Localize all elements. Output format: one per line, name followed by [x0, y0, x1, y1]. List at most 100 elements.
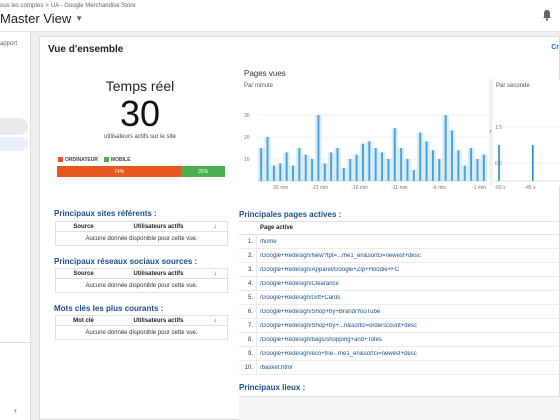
active-page-link[interactable]: /Google+Redesign/Clearance — [260, 280, 339, 287]
per-minute-bar — [425, 141, 428, 181]
sidebar-report-label[interactable]: apport — [0, 41, 18, 47]
per-minute-bar — [419, 132, 422, 181]
active-page-link[interactable]: /basket.html — [260, 364, 293, 371]
col-active-users[interactable]: Utilisateurs actifs — [133, 317, 184, 324]
sidebar-divider — [0, 342, 31, 343]
row-index: 9. — [239, 347, 257, 360]
row-index: 2. — [239, 249, 257, 262]
sort-arrow-icon[interactable]: ↓ — [213, 317, 217, 324]
active-page-link[interactable]: /Google+Redesign/Shop+by+Brand/YouTube — [260, 308, 381, 315]
panel-splitter[interactable] — [489, 79, 493, 186]
col-active-users[interactable]: Utilisateurs actifs — [133, 223, 184, 230]
active-users-count: 30 — [119, 93, 161, 134]
per-minute-bar — [463, 165, 466, 181]
per-minute-bar — [431, 150, 434, 181]
keywords-title: Mots clés les plus courants : — [54, 304, 164, 313]
view-selector[interactable]: Master View ▼ — [0, 11, 83, 26]
col-active-page[interactable]: Page active — [260, 225, 294, 231]
row-index: 5. — [239, 291, 257, 304]
pageviews-chart: Par minute 10 20 30 -26 min -21 min -16 min -11… — [244, 79, 560, 196]
per-minute-bar — [381, 152, 383, 181]
active-page-link[interactable]: /Google+Redesign/éco+frie...me1_en&sortc… — [260, 350, 417, 357]
sidebar-item-selected[interactable] — [0, 137, 28, 151]
active-page-link[interactable]: /Google+Redesign/Apparel/Google+Zip+Hood… — [260, 266, 400, 273]
table-row: 5./Google+Redesign/Gift+Cards — [239, 291, 560, 305]
row-index: 6. — [239, 305, 257, 318]
active-page-link[interactable]: /Google+Redesign/Gift+Cards — [260, 294, 341, 301]
per-minute-bar — [272, 165, 275, 181]
referrers-empty: Aucune donnée disponible pour cette vue. — [85, 235, 198, 242]
table-row: 6./Google+Redesign/Shop+by+Brand/YouTube — [239, 305, 560, 319]
legend-swatch-mobile — [103, 157, 109, 162]
pageviews-chart-svg: Par minute 10 20 30 -26 min -21 min -16 min -11… — [244, 79, 560, 191]
referrers-header: Source Utilisateurs actifs ↓ — [56, 222, 227, 232]
active-page-link[interactable]: /Google+Redesign/Shop+by+...n&sortci=ord… — [260, 322, 417, 329]
sort-arrow-icon[interactable]: ↓ — [213, 270, 217, 277]
per-minute-label: Par minute — [244, 83, 274, 89]
collapse-arrow-icon[interactable]: › — [490, 129, 492, 135]
active-page-link[interactable]: /Google+Redesign/New?tpt=...me1_en&sortc… — [260, 252, 421, 259]
x-tick-label: -16 min — [351, 185, 368, 191]
per-minute-bar — [406, 159, 409, 181]
x-tick-label: -11 min — [391, 185, 408, 191]
realtime-title: Temps réel — [105, 78, 175, 94]
per-minute-bar — [279, 163, 282, 181]
per-minute-bar — [457, 150, 460, 181]
locations-map[interactable] — [239, 396, 560, 420]
top-header: ous les comptes > UA - Google Merchandise … — [0, 0, 560, 32]
legend-desktop: ORDINATEUR — [58, 157, 98, 163]
per-minute-bar — [285, 152, 288, 181]
x-tick-label: -60 s — [494, 185, 506, 191]
device-legend: ORDINATEUR MOBILE — [58, 157, 130, 163]
sidebar-item-active[interactable] — [0, 118, 28, 135]
view-title: Master View — [0, 11, 72, 26]
x-tick-label: -1 min — [472, 185, 486, 191]
table-row: 1./home — [239, 235, 560, 249]
per-minute-bar — [451, 130, 453, 181]
per-second-label: Par seconde — [496, 83, 530, 89]
per-minute-bar — [400, 148, 403, 181]
keywords-header: Mot clé Utilisateurs actifs ↓ — [56, 316, 227, 326]
table-row: 3./Google+Redesign/Apparel/Google+Zip+Ho… — [239, 263, 560, 277]
per-minute-bar — [311, 159, 314, 181]
active-page-link[interactable]: /home — [260, 238, 277, 245]
per-minute-bar — [482, 154, 485, 181]
per-minute-bar — [292, 165, 294, 181]
legend-mobile: MOBILE — [103, 157, 130, 163]
col-source[interactable]: Source — [73, 270, 94, 277]
active-page-link[interactable]: /Google+Redesign/bags/shopping+and+Totes — [260, 336, 382, 343]
y-tick-label: 1.5 — [495, 125, 502, 131]
social-header: Source Utilisateurs actifs ↓ — [56, 269, 227, 279]
social-table: Source Utilisateurs actifs ↓ Aucune donn… — [55, 268, 228, 293]
per-minute-bar — [438, 159, 441, 181]
keywords-table: Mot clé Utilisateurs actifs ↓ Aucune don… — [55, 315, 228, 340]
x-tick-label: -21 min — [311, 185, 328, 191]
per-minute-bar — [368, 141, 371, 181]
per-minute-bar — [476, 159, 479, 181]
col-source[interactable]: Source — [73, 223, 94, 230]
caret-down-icon: ▼ — [75, 14, 84, 23]
per-minute-bar — [374, 148, 377, 181]
col-active-users[interactable]: Utilisateurs actifs — [133, 270, 184, 277]
per-minute-bar — [304, 154, 307, 181]
active-users-caption: utilisateurs actifs sur le site — [104, 134, 176, 140]
per-minute-bar — [393, 128, 396, 181]
per-minute-bar — [387, 159, 390, 181]
bell-icon[interactable] — [542, 9, 552, 21]
breadcrumb-all-accounts[interactable]: ous les comptes — [0, 3, 44, 9]
col-keyword[interactable]: Mot clé — [73, 317, 94, 324]
y-tick-label: 20 — [244, 135, 250, 141]
per-second-plot-bg — [494, 79, 560, 186]
create-shortcut-link[interactable]: Cr — [551, 44, 559, 51]
social-title: Principaux réseaux sociaux sources : — [54, 257, 198, 266]
breadcrumb: ous les comptes > UA - Google Merchandise … — [0, 3, 136, 9]
locations-title: Principaux lieux : — [239, 383, 306, 392]
breadcrumb-property[interactable]: UA - Google Merchandise Store — [50, 3, 136, 9]
row-index: 3. — [239, 263, 257, 276]
sort-arrow-icon[interactable]: ↓ — [213, 223, 217, 230]
active-pages-header: Page active — [239, 222, 560, 235]
collapse-icon[interactable]: ‹ — [14, 405, 17, 415]
table-row: 8./Google+Redesign/bags/shopping+and+Tot… — [239, 333, 560, 347]
per-minute-bar — [342, 167, 345, 181]
row-index: 10. — [239, 361, 257, 374]
